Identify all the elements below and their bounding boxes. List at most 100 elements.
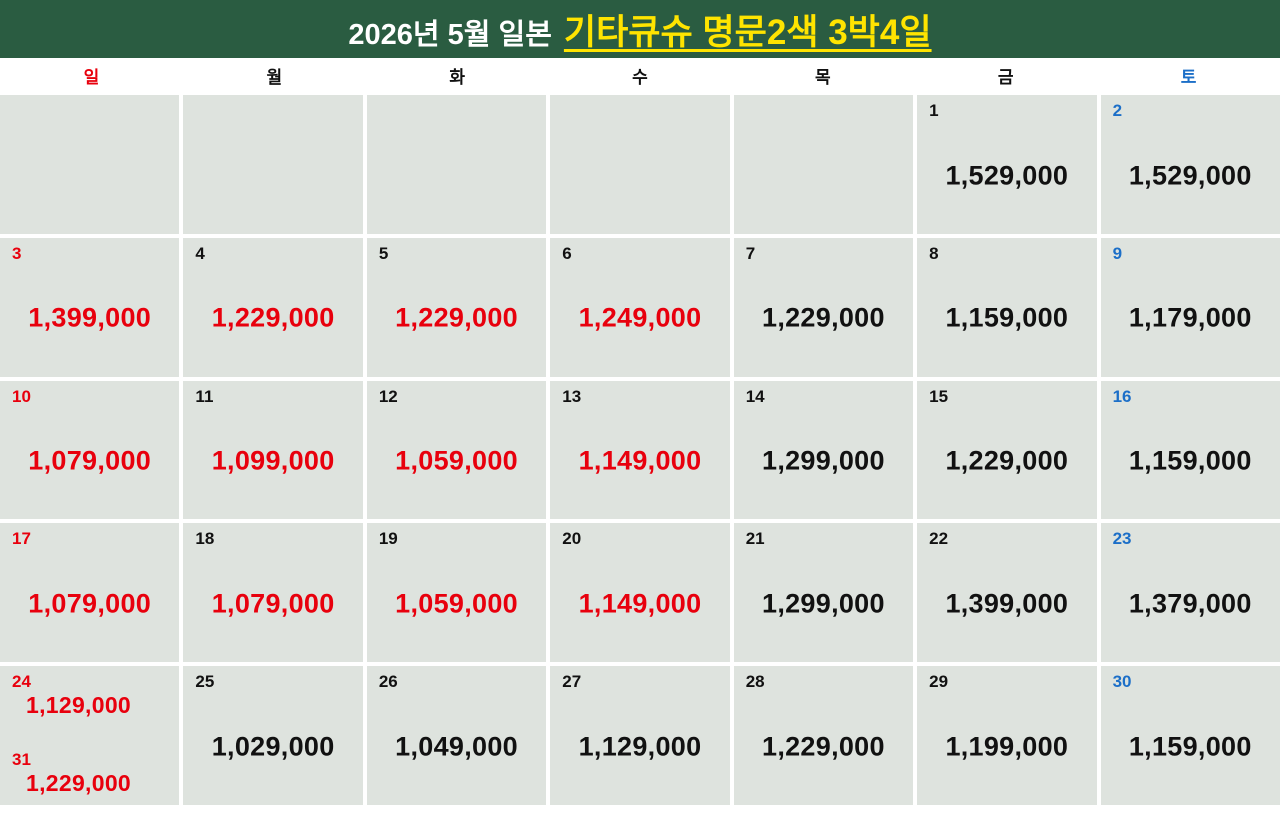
calendar-cell[interactable]: 10 1,079,000 xyxy=(0,380,180,520)
title-prefix: 2026년 5월 일본 xyxy=(348,18,552,51)
day-number: 4 xyxy=(195,243,205,263)
day-number: 19 xyxy=(378,529,398,549)
day-number: 29 xyxy=(929,672,949,692)
day-number: 1 xyxy=(929,101,939,120)
calendar-cell[interactable]: 25 1,029,000 xyxy=(183,666,363,805)
price: 1,229,000 xyxy=(211,302,335,333)
day-number: 16 xyxy=(1112,386,1132,406)
calendar-cell[interactable]: 28 1,229,000 xyxy=(733,666,914,805)
calendar-cell[interactable]: 23 1,379,000 xyxy=(1100,523,1280,663)
calendar-entry: 31 1,229,000 xyxy=(12,749,167,796)
calendar-cell[interactable]: 6 1,249,000 xyxy=(550,237,730,377)
calendar-cell[interactable]: 13 1,149,000 xyxy=(550,380,730,520)
calendar-cell[interactable]: 30 1,159,000 xyxy=(1100,666,1280,805)
day-number: 8 xyxy=(929,243,939,263)
price: 1,149,000 xyxy=(578,445,702,476)
price: 1,229,000 xyxy=(26,769,132,796)
day-number: 28 xyxy=(745,672,765,692)
day-number: 10 xyxy=(12,386,31,406)
calendar-cell[interactable]: 7 1,229,000 xyxy=(733,237,914,377)
price: 1,299,000 xyxy=(762,588,885,619)
empty-cell xyxy=(183,95,363,234)
day-number: 6 xyxy=(562,243,572,263)
calendar-cell[interactable]: 1 1,529,000 xyxy=(917,95,1097,234)
calendar-cell[interactable]: 17 1,079,000 xyxy=(0,523,180,663)
day-number: 22 xyxy=(929,529,949,549)
price: 1,059,000 xyxy=(395,588,518,619)
empty-cell xyxy=(550,95,730,234)
weekday-label-금: 금 xyxy=(914,58,1098,92)
price: 1,529,000 xyxy=(1128,160,1252,190)
title-bar: 2026년 5월 일본 기타큐슈 명문2색 3박4일 xyxy=(0,0,1280,58)
day-number: 3 xyxy=(12,243,22,263)
day-number: 11 xyxy=(195,386,214,406)
price: 1,299,000 xyxy=(762,445,885,476)
calendar-cell[interactable]: 29 1,199,000 xyxy=(917,666,1097,805)
price: 1,399,000 xyxy=(945,588,1069,619)
day-number: 14 xyxy=(745,386,765,406)
calendar-cell[interactable]: 9 1,179,000 xyxy=(1100,237,1280,377)
calendar-cell[interactable]: 11 1,099,000 xyxy=(183,380,363,520)
calendar-cell[interactable]: 3 1,399,000 xyxy=(0,237,180,377)
price: 1,099,000 xyxy=(211,445,335,476)
day-number: 31 xyxy=(12,749,31,769)
day-number: 15 xyxy=(929,386,949,406)
day-number: 21 xyxy=(745,529,765,549)
price: 1,129,000 xyxy=(26,691,132,718)
calendar-cell[interactable]: 4 1,229,000 xyxy=(183,237,363,377)
calendar-cell[interactable]: 16 1,159,000 xyxy=(1100,380,1280,520)
calendar-cell[interactable]: 27 1,129,000 xyxy=(550,666,730,805)
calendar-cell[interactable]: 8 1,159,000 xyxy=(917,237,1097,377)
price: 1,149,000 xyxy=(578,588,702,619)
price: 1,199,000 xyxy=(945,731,1069,762)
day-number: 12 xyxy=(378,386,398,406)
calendar-grid: 1 1,529,000 2 1,529,000 3 1,399,000 4 1,229,000… xyxy=(0,95,1280,813)
empty-cell xyxy=(733,95,914,234)
price: 1,229,000 xyxy=(762,731,885,762)
price: 1,079,000 xyxy=(211,588,335,619)
calendar-cell[interactable]: 18 1,079,000 xyxy=(183,523,363,663)
day-number: 30 xyxy=(1112,672,1132,692)
price: 1,159,000 xyxy=(1128,731,1252,762)
price: 1,129,000 xyxy=(578,731,702,762)
calendar-cell[interactable]: 15 1,229,000 xyxy=(917,380,1097,520)
weekday-label-일: 일 xyxy=(0,58,183,92)
calendar-entry: 24 1,129,000 xyxy=(12,672,167,718)
calendar-cell[interactable]: 26 1,049,000 xyxy=(366,666,547,805)
price: 1,229,000 xyxy=(945,445,1069,476)
calendar-cell[interactable]: 21 1,299,000 xyxy=(733,523,914,663)
calendar-cell[interactable]: 14 1,299,000 xyxy=(733,380,914,520)
empty-cell xyxy=(0,95,180,234)
price: 1,079,000 xyxy=(28,588,152,619)
day-number: 24 xyxy=(12,672,31,692)
day-number: 23 xyxy=(1112,529,1132,549)
day-number: 2 xyxy=(1112,101,1123,120)
day-number: 13 xyxy=(562,386,582,406)
calendar-cell[interactable]: 24 1,129,000 31 1,229,000 xyxy=(0,666,180,805)
weekday-label-화: 화 xyxy=(365,58,549,92)
calendar-cell[interactable]: 2 1,529,000 xyxy=(1100,95,1280,234)
weekday-label-수: 수 xyxy=(548,58,732,92)
day-number: 18 xyxy=(195,529,215,549)
price: 1,379,000 xyxy=(1128,588,1252,619)
price: 1,529,000 xyxy=(945,160,1069,190)
calendar-cell[interactable]: 22 1,399,000 xyxy=(917,523,1097,663)
day-number: 26 xyxy=(378,672,398,692)
calendar-cell[interactable]: 20 1,149,000 xyxy=(550,523,730,663)
day-number: 7 xyxy=(745,243,756,263)
day-number: 5 xyxy=(378,243,389,263)
price: 1,079,000 xyxy=(28,445,152,476)
price: 1,249,000 xyxy=(578,302,702,333)
calendar-cell[interactable]: 5 1,229,000 xyxy=(366,237,547,377)
price: 1,179,000 xyxy=(1128,302,1252,333)
day-number: 25 xyxy=(195,672,215,692)
day-number: 9 xyxy=(1112,243,1123,263)
calendar-cell[interactable]: 12 1,059,000 xyxy=(366,380,547,520)
day-number: 17 xyxy=(12,529,31,549)
price: 1,229,000 xyxy=(395,302,518,333)
price: 1,159,000 xyxy=(1128,445,1252,476)
price: 1,399,000 xyxy=(28,302,152,333)
calendar-cell[interactable]: 19 1,059,000 xyxy=(366,523,547,663)
